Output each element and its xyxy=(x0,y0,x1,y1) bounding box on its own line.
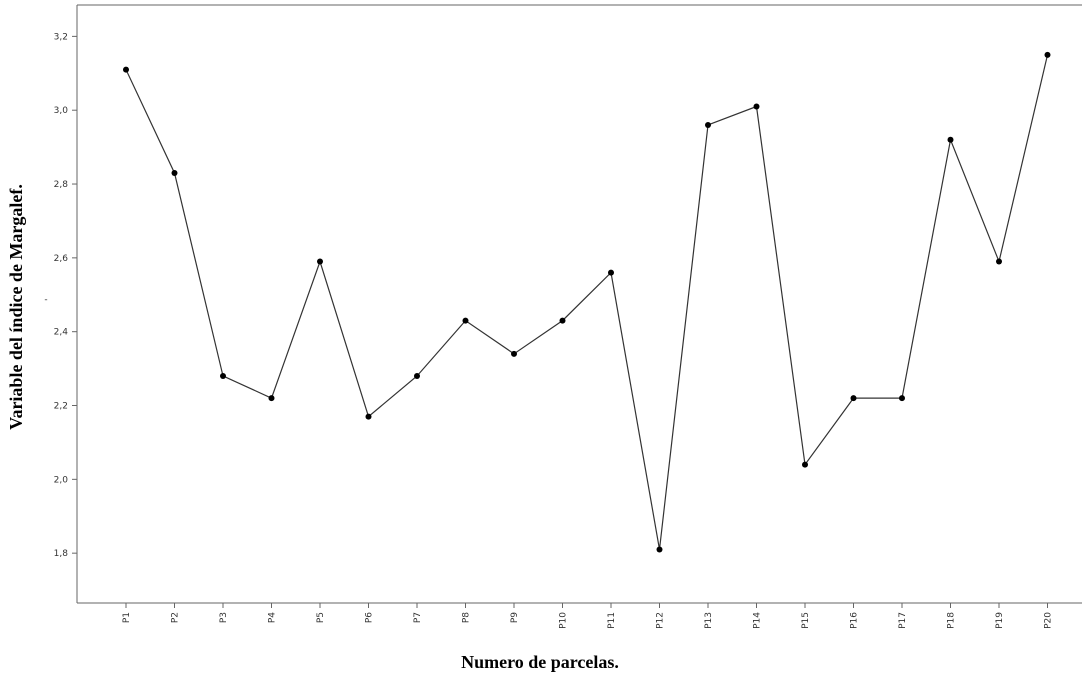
x-tick-label: P3 xyxy=(219,612,229,623)
x-tick-label: P12 xyxy=(656,612,666,629)
data-point xyxy=(220,372,226,379)
data-point xyxy=(656,546,663,553)
y-tick-label: 3,2 xyxy=(54,32,68,42)
x-tick-label: P15 xyxy=(801,612,811,629)
y-tick-label: 2,6 xyxy=(54,254,69,264)
stray-mark: - xyxy=(44,295,47,305)
x-tick-label: P11 xyxy=(607,612,617,629)
data-point xyxy=(414,372,420,379)
x-tick-label: P18 xyxy=(947,612,957,629)
data-point xyxy=(802,461,808,468)
y-tick-label: 2,0 xyxy=(54,475,69,485)
data-point xyxy=(268,395,275,402)
data-point xyxy=(511,350,517,357)
y-tick-label: 2,8 xyxy=(54,180,69,190)
x-tick-label: P14 xyxy=(753,612,763,629)
data-point xyxy=(171,169,178,176)
x-tick-label: P7 xyxy=(413,612,423,623)
data-point xyxy=(705,121,711,128)
x-tick-label: P16 xyxy=(850,612,860,629)
series-line xyxy=(125,54,1049,550)
x-tick-label: P13 xyxy=(704,612,714,629)
data-point xyxy=(947,136,954,143)
series-group xyxy=(123,51,1051,553)
x-tick-label: P8 xyxy=(462,612,472,623)
x-tick-label: P6 xyxy=(365,612,375,623)
data-point xyxy=(753,103,760,110)
data-point xyxy=(462,317,469,324)
data-point xyxy=(850,395,857,402)
data-point xyxy=(899,395,905,402)
data-point xyxy=(365,413,372,420)
x-ticks: P1 P2 P3 P4 P5 P6 P7 P8 P9 P10 P11 P12 P13 P14 P15 P16 P… xyxy=(122,603,1054,629)
x-tick-label: P4 xyxy=(268,612,278,623)
data-point xyxy=(1044,51,1051,58)
data-point xyxy=(559,317,566,324)
x-tick-label: P5 xyxy=(316,612,326,623)
x-tick-label: P19 xyxy=(995,612,1005,629)
x-axis-title: Numero de parcelas. xyxy=(461,652,619,672)
y-tick-label: 2,2 xyxy=(54,402,68,412)
x-tick-label: P17 xyxy=(898,612,908,629)
axes xyxy=(76,4,1082,604)
data-point xyxy=(996,258,1002,265)
x-tick-label: P9 xyxy=(510,612,520,623)
y-axis-title: Variable del índice de Margalef. xyxy=(6,184,26,430)
x-tick-label: P2 xyxy=(171,612,181,623)
y-tick-label: 3,0 xyxy=(54,106,69,116)
x-tick-label: P1 xyxy=(122,612,132,623)
y-tick-label: 1,8 xyxy=(54,549,69,559)
data-point xyxy=(608,269,614,276)
y-ticks: 1,8 2,0 2,2 2,4 2,6 2,8 3,0 3,2 xyxy=(54,32,77,559)
data-point xyxy=(317,258,323,265)
x-tick-label: P10 xyxy=(559,612,569,629)
x-tick-label: P20 xyxy=(1044,612,1054,629)
data-point xyxy=(123,66,129,73)
y-tick-label: 2,4 xyxy=(54,328,69,338)
